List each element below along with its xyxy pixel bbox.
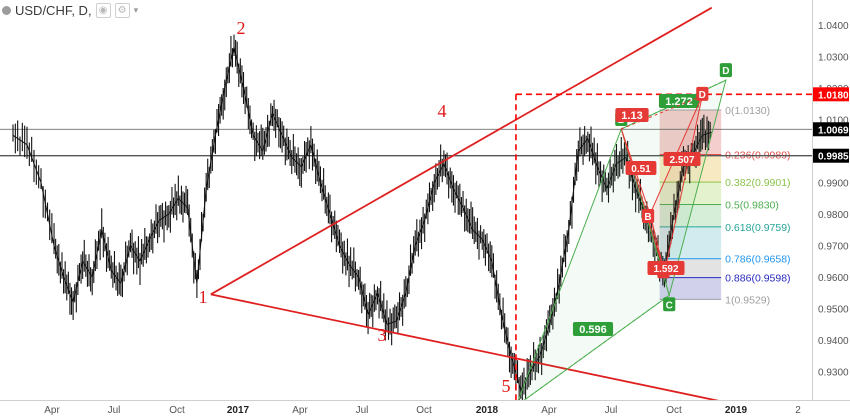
price-axis-bg [812, 0, 850, 400]
fib-level-label: 0.618(0.9759) [725, 222, 790, 234]
abcd-ratio-label: 2.507 [669, 155, 694, 166]
time-axis-bg [0, 400, 850, 417]
time-axis-tick: Apr [292, 405, 308, 416]
harmonic-ratio-line-ac [515, 294, 670, 407]
symbol-label[interactable]: USD/CHF, D, [15, 3, 92, 18]
price-marker-label: 1.0180 [818, 90, 849, 101]
chevron-down-icon[interactable]: ▾ [133, 5, 139, 15]
abcd-point-b-box [641, 209, 655, 223]
abcd-ratio-label-box [663, 152, 701, 166]
harmonic-ratio-label-box [658, 94, 700, 108]
harmonic-ratio-label: 1.272 [665, 96, 693, 108]
price-axis-tick: 0.9900 [818, 179, 849, 190]
abcd-ratio-label: 1.13 [621, 110, 642, 122]
fib-zone-2 [659, 182, 722, 205]
fib-level-label: 0.382(0.9901) [725, 177, 790, 189]
fib-zone-4 [659, 226, 722, 259]
time-axis-tick: Jul [356, 405, 369, 416]
price-axis-tick: 0.9600 [818, 273, 849, 284]
fib-level-label: 0.886(0.9598) [725, 273, 790, 285]
fib-level-label: 1(0.9529) [725, 294, 770, 306]
price-axis-tick: 0.9300 [818, 368, 849, 379]
abcd-point-d-box [696, 86, 709, 101]
time-axis-tick: Oct [416, 405, 432, 416]
abcd-ratio-label: 0.51 [631, 164, 651, 175]
harmonic-point-d-box [719, 63, 732, 78]
time-axis-tick: Oct [169, 405, 185, 416]
abcd-point-b: B [644, 212, 651, 223]
fib-level-label: 0.5(0.9830) [725, 200, 779, 212]
triangle-lower-line [210, 293, 775, 414]
price-marker-label: 1.0069 [818, 125, 849, 136]
abcd-ratio-line [621, 95, 703, 130]
price-marker-label: 0.9985 [818, 152, 849, 163]
wave-label-4: 4 [438, 101, 447, 121]
abcd-point-d: D [699, 90, 706, 101]
wave-label-3: 3 [378, 325, 387, 345]
time-axis-tick: Apr [541, 405, 557, 416]
price-marker-box [813, 87, 849, 102]
harmonic-point-c-box [663, 297, 676, 312]
triangle-upper-line [210, 6, 713, 296]
wave-label-1: 1 [199, 287, 208, 307]
time-axis-tick: 2017 [227, 405, 250, 416]
price-axis-tick: 0.9500 [818, 305, 849, 316]
price-marker-box [813, 122, 849, 137]
eye-icon[interactable]: ◉ [95, 3, 111, 18]
price-axis-tick: 0.9800 [818, 210, 849, 221]
harmonic-ratio-label-box [572, 322, 614, 336]
price-axis-tick: 1.0100 [818, 116, 849, 127]
fib-zone-6 [659, 277, 722, 300]
time-axis-tick: 2018 [476, 405, 499, 416]
price-marker-box [813, 148, 849, 163]
wave-label-2: 2 [237, 18, 246, 38]
price-axis-tick: 0.9700 [818, 242, 849, 253]
time-axis-tick: Oct [666, 405, 682, 416]
price-axis-tick: 1.0300 [818, 53, 849, 64]
chart-header: USD/CHF, D, ◉ ⚙ ▾ [2, 3, 138, 18]
time-axis-tick: Apr [44, 405, 60, 416]
time-axis-tick: Jul [108, 405, 121, 416]
wave-label-5: 5 [502, 376, 511, 396]
abcd-ratio-label-box [647, 261, 685, 275]
abcd-ratio-label: 1.592 [653, 264, 678, 275]
price-axis-tick: 0.9400 [818, 336, 849, 347]
status-dot-icon [2, 6, 11, 15]
harmonic-ratio-label: 0.596 [579, 324, 607, 336]
abcd-ratio-label-box [625, 161, 657, 175]
harmonic-point-c: C [666, 300, 673, 311]
settings-icon[interactable]: ⚙ [114, 3, 130, 18]
abcd-ratio-label-box [615, 108, 649, 122]
price-line [12, 46, 712, 392]
harmonic-point-d: D [722, 66, 729, 77]
fib-level-label: 0.786(0.9658) [725, 254, 790, 266]
fib-level-label: 0(1.0130) [725, 105, 770, 117]
time-axis-tick: 2019 [725, 405, 748, 416]
price-axis-tick: 1.0400 [818, 21, 849, 32]
time-axis-tick: 2 [795, 405, 801, 416]
time-axis-tick: Jul [605, 405, 618, 416]
